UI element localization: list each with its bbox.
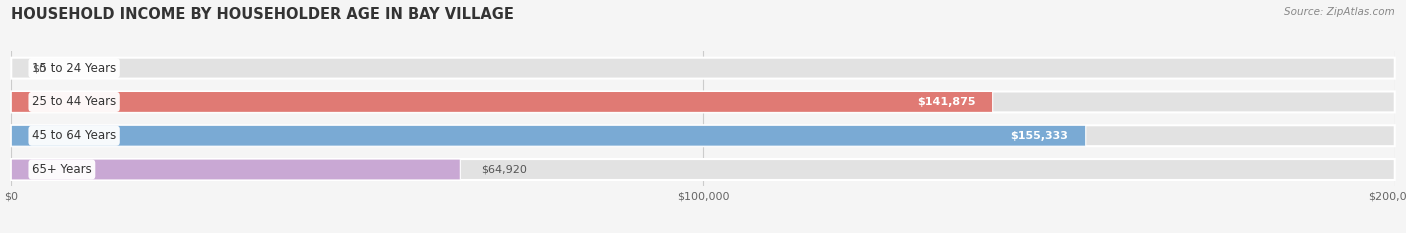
FancyBboxPatch shape (11, 159, 1395, 180)
Text: $0: $0 (32, 63, 46, 73)
FancyBboxPatch shape (11, 58, 1395, 79)
FancyBboxPatch shape (11, 125, 1395, 146)
Text: 25 to 44 Years: 25 to 44 Years (32, 96, 117, 108)
Text: 45 to 64 Years: 45 to 64 Years (32, 129, 117, 142)
Text: $141,875: $141,875 (917, 97, 976, 107)
Text: $64,920: $64,920 (481, 164, 527, 175)
FancyBboxPatch shape (11, 125, 1085, 146)
FancyBboxPatch shape (11, 92, 1395, 112)
Text: 15 to 24 Years: 15 to 24 Years (32, 62, 117, 75)
Text: $155,333: $155,333 (1011, 131, 1069, 141)
FancyBboxPatch shape (11, 159, 460, 180)
Text: HOUSEHOLD INCOME BY HOUSEHOLDER AGE IN BAY VILLAGE: HOUSEHOLD INCOME BY HOUSEHOLDER AGE IN B… (11, 7, 515, 22)
FancyBboxPatch shape (11, 92, 993, 112)
Text: 65+ Years: 65+ Years (32, 163, 91, 176)
Text: Source: ZipAtlas.com: Source: ZipAtlas.com (1284, 7, 1395, 17)
